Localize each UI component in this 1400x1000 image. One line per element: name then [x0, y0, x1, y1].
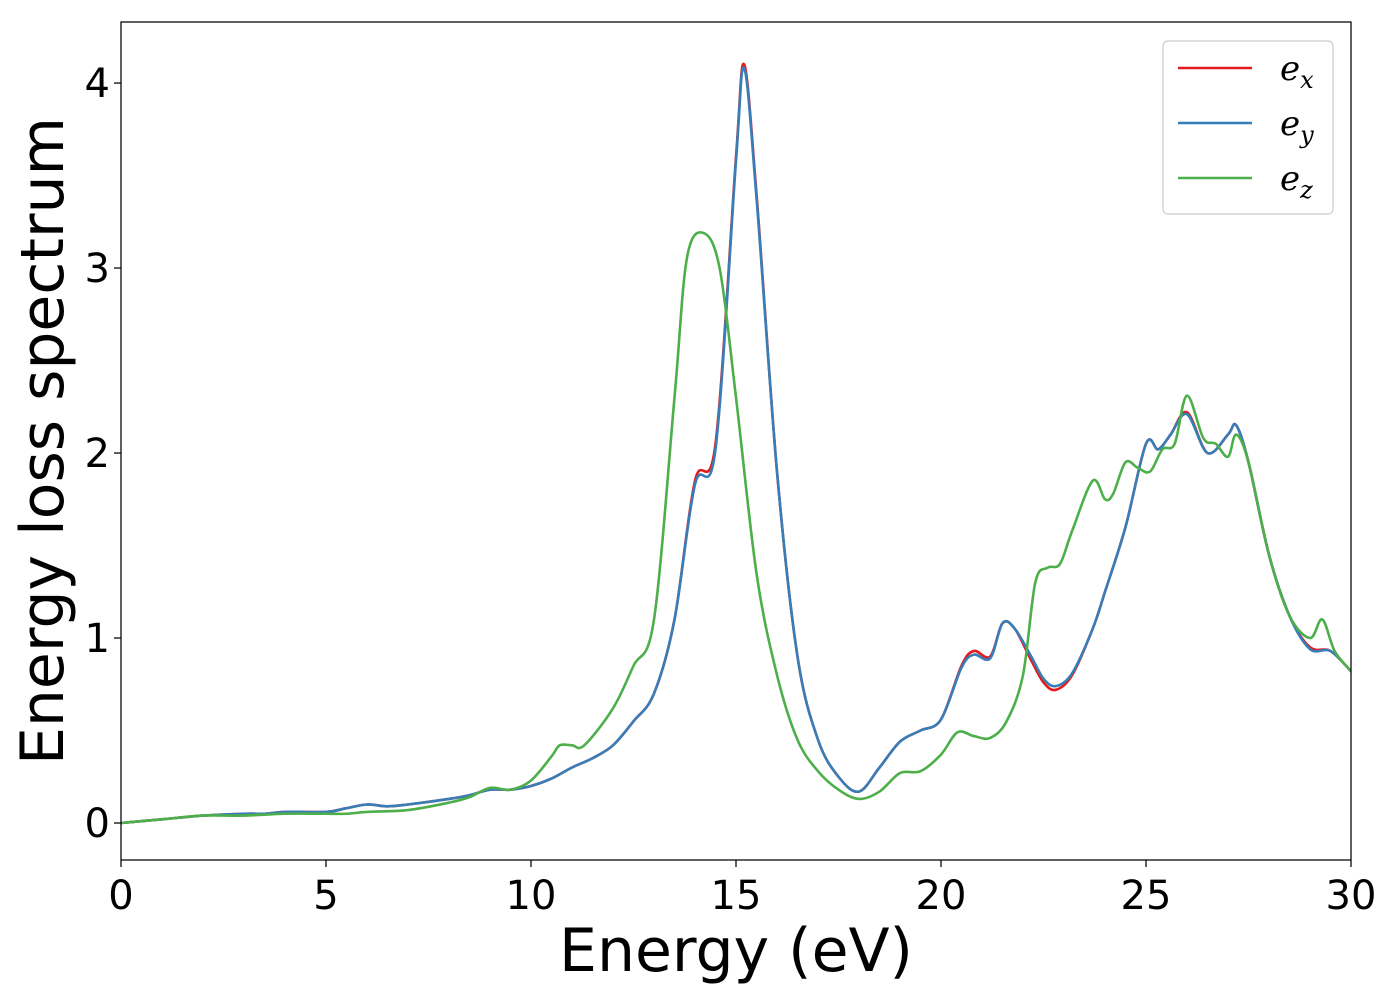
- x-tick-label: 15: [711, 873, 762, 919]
- y-tick-label: 0: [85, 801, 110, 847]
- legend-box: [1162, 40, 1334, 215]
- x-tick-label: 0: [108, 873, 133, 919]
- x-tick-label: 10: [506, 873, 557, 919]
- series-layer: [121, 62, 1351, 825]
- y-axis-title: Energy loss spectrum: [8, 117, 78, 765]
- x-axis: 0 5 10 15 20 25 30: [108, 860, 1376, 919]
- x-tick-label: 25: [1121, 873, 1172, 919]
- y-tick-label: 4: [85, 61, 110, 107]
- x-tick-label: 30: [1326, 873, 1377, 919]
- y-tick-label: 2: [85, 431, 110, 477]
- y-tick-label: 3: [85, 246, 110, 292]
- series-line-y: [121, 66, 1351, 825]
- y-axis: 0 1 2 3 4: [85, 61, 121, 847]
- x-tick-label: 5: [313, 873, 338, 919]
- y-tick-label: 1: [85, 616, 110, 662]
- x-axis-title: Energy (eV): [559, 916, 913, 986]
- x-tick-label: 20: [916, 873, 967, 919]
- series-line-z: [121, 231, 1351, 825]
